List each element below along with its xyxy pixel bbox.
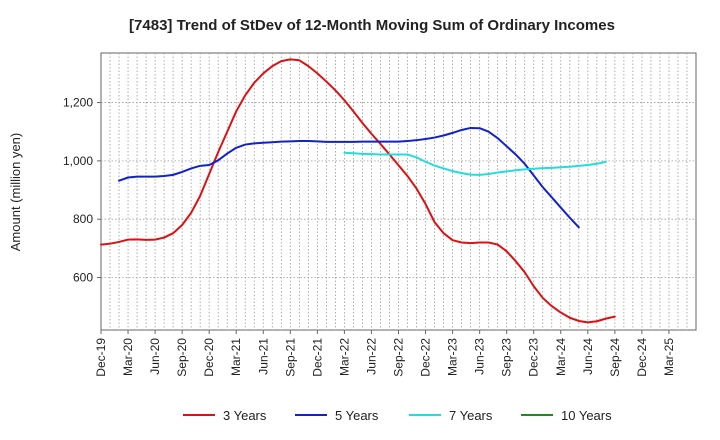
x-tick-label: Sep-21	[283, 338, 297, 377]
x-tick-label: Dec-22	[419, 338, 433, 377]
x-tick-label: Sep-22	[392, 338, 406, 377]
legend: 3 Years 5 Years 7 Years 10 Years	[183, 408, 612, 423]
series-line-5-years	[118, 126, 580, 229]
grid-layer	[101, 53, 696, 330]
series-layer	[100, 58, 616, 324]
x-tick-label: Mar-20	[121, 338, 135, 376]
x-tick-label: Jun-24	[581, 338, 595, 375]
x-tick-label: Mar-22	[337, 338, 351, 376]
x-tick-label: Dec-19	[94, 338, 108, 377]
x-tick-label: Dec-23	[527, 338, 541, 377]
chart-title: [7483] Trend of StDev of 12-Month Moving…	[129, 17, 615, 34]
x-tick-label: Jun-21	[256, 338, 270, 375]
y-axis-ticks: 600 800 1,000 1,200	[63, 96, 101, 285]
legend-label-7-years: 7 Years	[449, 408, 493, 423]
legend-label-10-years: 10 Years	[561, 408, 612, 423]
x-tick-label: Sep-23	[500, 338, 514, 377]
x-tick-label: Mar-21	[229, 338, 243, 376]
x-tick-label: Jun-20	[148, 338, 162, 375]
y-tick-label: 800	[73, 212, 93, 226]
legend-label-5-years: 5 Years	[335, 408, 379, 423]
x-tick-label: Dec-21	[310, 338, 324, 377]
x-tick-label: Sep-20	[175, 338, 189, 377]
x-tick-label: Mar-24	[554, 338, 568, 376]
x-tick-label: Mar-25	[662, 338, 676, 376]
series-line-3-years	[100, 58, 616, 324]
x-tick-label: Dec-24	[635, 338, 649, 377]
legend-label-3-years: 3 Years	[223, 408, 267, 423]
x-tick-label: Jun-23	[473, 338, 487, 375]
series-line-7-years	[343, 151, 607, 176]
x-tick-label: Jun-22	[364, 338, 378, 375]
x-tick-label: Sep-24	[608, 338, 622, 377]
y-tick-label: 600	[73, 271, 93, 285]
y-axis-label: Amount (million yen)	[8, 133, 23, 252]
x-axis-ticks: Dec-19 Mar-20 Jun-20 Sep-20 Dec-20 Mar-21 Jun-…	[94, 330, 676, 377]
y-tick-label: 1,200	[63, 96, 93, 110]
y-tick-label: 1,000	[63, 154, 93, 168]
x-tick-label: Mar-23	[446, 338, 460, 376]
x-tick-label: Dec-20	[202, 338, 216, 377]
